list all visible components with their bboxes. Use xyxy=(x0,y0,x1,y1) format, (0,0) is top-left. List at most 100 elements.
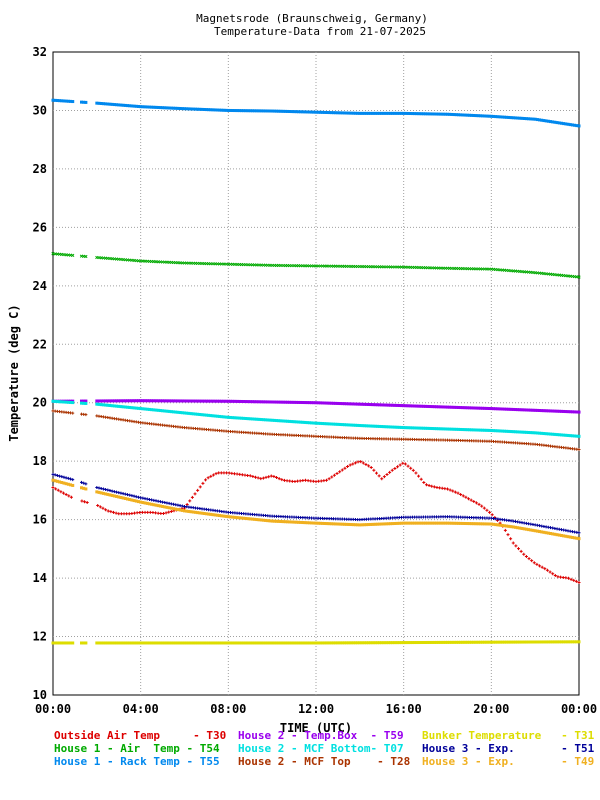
point-t07 xyxy=(259,418,263,422)
series-t31 xyxy=(51,640,581,645)
point-t07 xyxy=(112,404,116,408)
point-t31 xyxy=(200,641,204,645)
point-t49 xyxy=(371,522,375,526)
point-t07 xyxy=(268,418,272,422)
point-t07 xyxy=(134,406,138,410)
point-t30 xyxy=(138,510,142,514)
point-t07 xyxy=(242,416,246,420)
point-t07 xyxy=(450,427,454,431)
point-t07 xyxy=(557,433,561,437)
point-t59 xyxy=(193,399,197,403)
point-t49 xyxy=(559,533,563,537)
point-t07 xyxy=(535,431,539,435)
point-t51 xyxy=(60,475,64,479)
point-t49 xyxy=(397,521,401,525)
point-t55 xyxy=(145,105,149,109)
point-t59 xyxy=(115,399,119,403)
point-t31 xyxy=(399,641,403,645)
point-t59 xyxy=(229,399,233,403)
point-t55 xyxy=(123,103,127,107)
point-t31 xyxy=(121,641,125,645)
point-t31 xyxy=(393,641,397,645)
point-t55 xyxy=(64,99,68,103)
point-t59 xyxy=(237,399,241,403)
point-t49 xyxy=(82,486,86,490)
point-t59 xyxy=(318,401,322,405)
point-t51 xyxy=(66,476,70,480)
point-t59 xyxy=(522,408,526,412)
point-t07 xyxy=(395,425,399,429)
point-t49 xyxy=(211,513,215,517)
point-t55 xyxy=(404,111,408,115)
point-t31 xyxy=(99,641,103,645)
point-t30 xyxy=(540,565,544,569)
point-t55 xyxy=(204,108,208,112)
point-t07 xyxy=(402,426,406,430)
point-t59 xyxy=(101,399,105,403)
point-t55 xyxy=(169,106,173,110)
point-t59 xyxy=(516,408,520,412)
grid xyxy=(53,52,579,695)
point-t59 xyxy=(577,410,581,414)
point-t07 xyxy=(128,405,132,409)
point-t49 xyxy=(426,521,430,525)
point-t30 xyxy=(272,474,276,478)
point-t49 xyxy=(483,522,487,526)
point-t07 xyxy=(500,429,504,433)
point-t30 xyxy=(256,476,260,480)
point-t31 xyxy=(222,641,226,645)
point-t59 xyxy=(213,399,217,403)
point-t49 xyxy=(345,522,349,526)
point-t07 xyxy=(340,423,344,427)
point-t07 xyxy=(410,426,414,430)
point-t07 xyxy=(432,427,436,431)
point-t59 xyxy=(481,406,485,410)
point-t59 xyxy=(402,404,406,408)
point-t07 xyxy=(428,426,432,430)
point-t55 xyxy=(62,99,66,103)
point-t31 xyxy=(329,641,333,645)
point-t55 xyxy=(367,111,371,115)
point-t49 xyxy=(261,518,265,522)
point-t30 xyxy=(435,486,439,490)
point-t55 xyxy=(389,111,393,115)
point-t30 xyxy=(246,473,250,477)
point-t31 xyxy=(270,641,274,645)
point-t31 xyxy=(237,641,241,645)
point-t55 xyxy=(198,107,202,111)
point-t30 xyxy=(517,547,521,551)
point-t49 xyxy=(213,513,217,517)
point-t31 xyxy=(391,641,395,645)
point-t51 xyxy=(84,482,88,486)
point-t31 xyxy=(119,641,123,645)
point-t49 xyxy=(79,486,83,490)
point-t30 xyxy=(243,473,247,477)
point-t55 xyxy=(399,111,403,115)
point-t59 xyxy=(301,401,305,405)
point-t49 xyxy=(402,521,406,525)
point-t30 xyxy=(96,503,100,507)
point-t49 xyxy=(172,507,176,511)
point-t30 xyxy=(69,495,73,499)
point-t59 xyxy=(242,400,246,404)
point-t51 xyxy=(110,489,114,493)
point-t49 xyxy=(277,519,281,523)
point-t30 xyxy=(232,472,236,476)
point-t51 xyxy=(101,487,105,491)
point-t55 xyxy=(174,106,178,110)
point-t49 xyxy=(310,521,314,525)
point-t55 xyxy=(244,109,248,113)
point-t59 xyxy=(454,405,458,409)
point-t07 xyxy=(371,424,375,428)
point-t59 xyxy=(369,403,373,407)
point-t59 xyxy=(211,399,215,403)
point-t59 xyxy=(277,400,281,404)
point-t07 xyxy=(290,420,294,424)
point-t49 xyxy=(139,500,143,504)
point-t49 xyxy=(474,522,478,526)
point-t30 xyxy=(248,474,252,478)
point-t28 xyxy=(84,413,88,417)
point-t07 xyxy=(270,418,274,422)
point-t07 xyxy=(505,429,509,433)
point-t31 xyxy=(496,640,500,644)
